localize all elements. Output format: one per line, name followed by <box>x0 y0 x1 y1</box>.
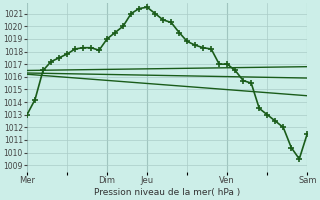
X-axis label: Pression niveau de la mer( hPa ): Pression niveau de la mer( hPa ) <box>94 188 240 197</box>
